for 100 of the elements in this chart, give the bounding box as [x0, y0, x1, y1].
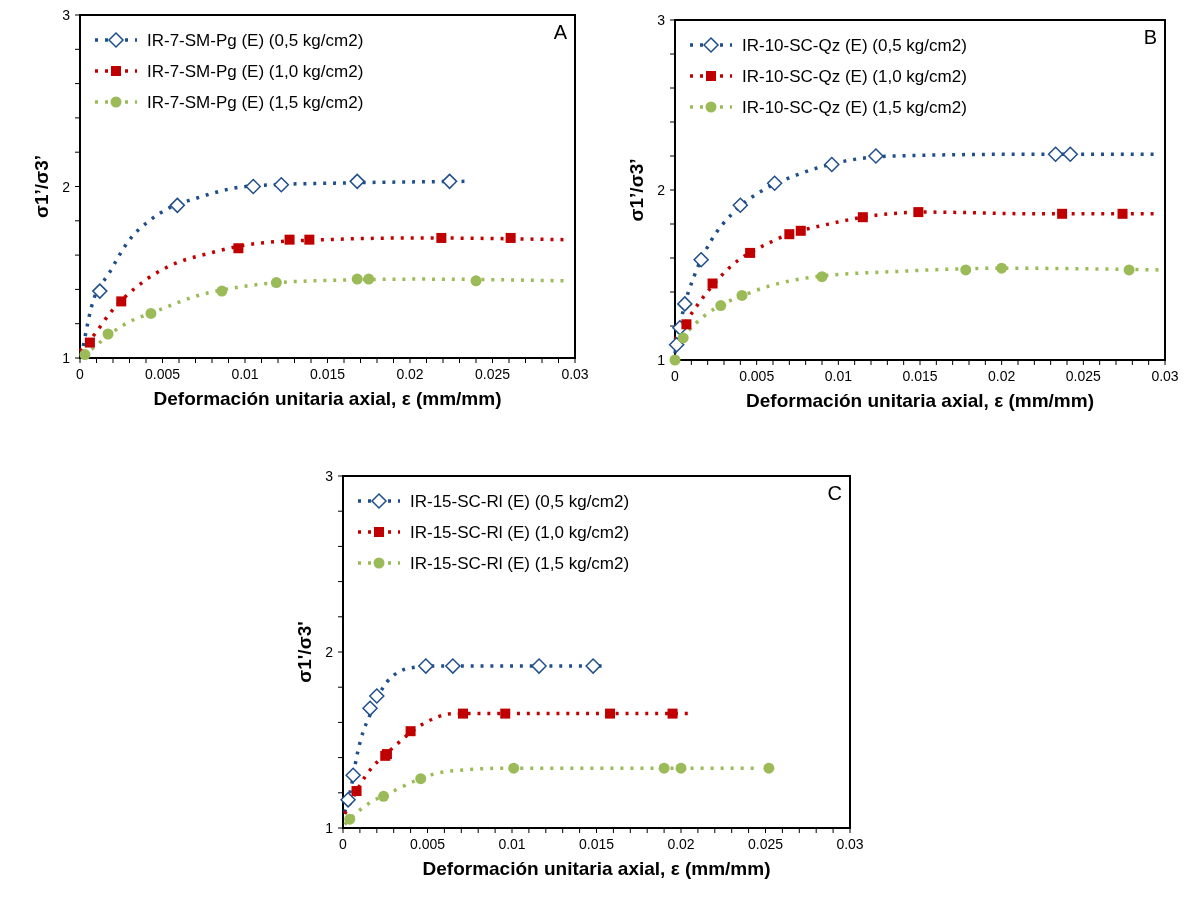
- legend-label: IR-7-SM-Pg (E) (1,5 kg/cm2): [147, 93, 364, 112]
- point: [668, 336, 685, 353]
- point: [369, 688, 385, 704]
- point: [500, 708, 511, 719]
- point: [996, 262, 1008, 274]
- x-tick-label: 0.02: [988, 368, 1016, 384]
- point: [378, 790, 390, 802]
- x-tick-label: 0.005: [409, 836, 446, 852]
- x-tick-label: 0.03: [836, 836, 864, 852]
- point: [116, 296, 127, 307]
- x-axis-title: Deformación unitaria axial, ε (mm/mm): [153, 388, 502, 409]
- point: [766, 175, 783, 191]
- x-tick-label: 0.02: [667, 836, 695, 852]
- point: [605, 708, 616, 719]
- line-series: [342, 766, 756, 827]
- point: [79, 349, 91, 361]
- x-tick-label: 0.015: [309, 366, 346, 382]
- y-tick-label: 3: [325, 468, 334, 484]
- legend-label: IR-7-SM-Pg (E) (0,5 kg/cm2): [147, 31, 364, 50]
- point: [245, 178, 261, 195]
- point: [857, 212, 868, 223]
- point: [270, 277, 282, 289]
- point: [470, 275, 482, 287]
- point: [362, 700, 378, 717]
- point: [508, 762, 520, 774]
- point: [351, 786, 362, 797]
- point: [445, 658, 461, 674]
- legend-label: IR-10-SC-Qz (E) (0,5 kg/cm2): [742, 36, 967, 55]
- x-tick-label: 0.02: [396, 366, 424, 382]
- point: [1123, 264, 1135, 276]
- y-tick-label: 2: [657, 182, 666, 198]
- point: [84, 337, 95, 348]
- annotation: C: [827, 482, 842, 504]
- x-tick-label: 0: [339, 836, 348, 852]
- point: [273, 177, 290, 193]
- point: [784, 229, 795, 240]
- point: [436, 232, 447, 243]
- point: [345, 767, 361, 783]
- point: [304, 234, 315, 245]
- x-axis-title: Deformación unitaria axial, ε (mm/mm): [746, 390, 1094, 411]
- x-tick-label: 0.01: [231, 366, 259, 382]
- x-tick-label: 0: [671, 368, 680, 384]
- x-tick-label: 0.005: [144, 366, 181, 382]
- point: [795, 225, 806, 236]
- legend-label: IR-15-SC-Rl (E) (1,0 kg/cm2): [410, 523, 630, 542]
- y-axis-title: σ1’/σ3’: [31, 155, 52, 218]
- point: [344, 813, 356, 825]
- point: [868, 148, 884, 164]
- point: [681, 319, 692, 330]
- point: [960, 264, 972, 276]
- point: [585, 658, 601, 674]
- point: [745, 247, 756, 258]
- x-tick-label: 0.01: [498, 836, 526, 852]
- point: [677, 296, 693, 312]
- point: [415, 773, 427, 785]
- point: [824, 156, 840, 173]
- x-tick-label: 0.03: [561, 366, 589, 382]
- point: [667, 708, 678, 719]
- y-tick-label: 3: [657, 12, 666, 28]
- legend-label: IR-15-SC-Rl (E) (0,5 kg/cm2): [410, 492, 630, 511]
- point: [216, 285, 228, 297]
- point: [92, 283, 108, 299]
- y-tick-label: 3: [62, 7, 71, 23]
- legend-label: IR-15-SC-Rl (E) (1,5 kg/cm2): [410, 554, 630, 573]
- point: [457, 708, 468, 719]
- y-tick-label: 1: [325, 820, 334, 836]
- point: [1047, 146, 1064, 163]
- x-tick-label: 0.025: [474, 366, 511, 382]
- point: [363, 273, 375, 285]
- point: [763, 762, 775, 774]
- x-tick-label: 0.005: [739, 368, 775, 384]
- point: [349, 173, 365, 190]
- point: [1062, 146, 1079, 163]
- x-tick-label: 0.025: [1065, 368, 1102, 384]
- point: [531, 658, 547, 674]
- annotation: B: [1143, 26, 1157, 48]
- x-tick-label: 0.01: [824, 368, 853, 384]
- point: [816, 271, 828, 283]
- point: [675, 762, 687, 774]
- y-axis-title: σ1’/σ3’: [626, 158, 647, 222]
- point: [233, 243, 244, 254]
- x-tick-label: 0.015: [902, 368, 938, 384]
- point: [102, 328, 114, 340]
- point: [441, 173, 458, 190]
- point: [284, 234, 295, 245]
- point: [169, 197, 186, 214]
- x-axis-title: Deformación unitaria axial, ε (mm/mm): [422, 858, 771, 879]
- point: [707, 278, 718, 289]
- y-tick-label: 2: [62, 178, 71, 195]
- legend-label: IR-7-SM-Pg (E) (1,0 kg/cm2): [147, 62, 364, 81]
- x-tick-label: 0: [76, 366, 85, 382]
- point: [418, 658, 434, 674]
- point: [505, 232, 516, 243]
- point: [677, 332, 689, 344]
- point: [1117, 208, 1128, 219]
- point: [658, 762, 670, 774]
- legend-label: IR-10-SC-Qz (E) (1,0 kg/cm2): [742, 67, 967, 86]
- point: [693, 251, 709, 268]
- x-tick-label: 0.015: [578, 836, 615, 852]
- point: [669, 354, 681, 366]
